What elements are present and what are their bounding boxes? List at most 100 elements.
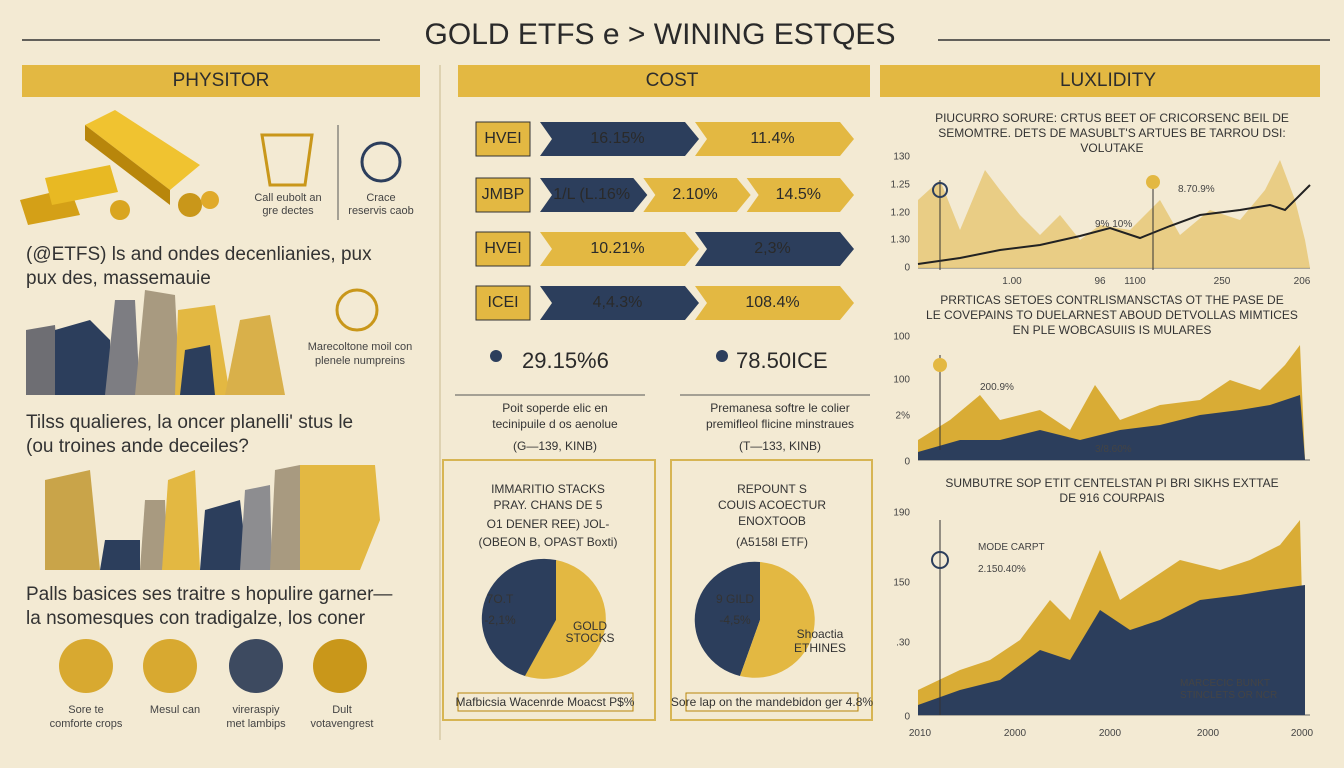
cost-segment <box>695 286 854 320</box>
icon <box>260 125 402 220</box>
paragraph: la nsomesques con tradigalze, los coner <box>26 608 366 629</box>
icon-label: Mesul can <box>150 704 200 716</box>
header-bar <box>22 65 420 97</box>
cost-segment <box>695 232 854 266</box>
x-label: 206 <box>1294 276 1311 287</box>
note: Call eubolt an <box>254 192 321 204</box>
row-label-box <box>475 285 531 321</box>
pie-label: 7O.T <box>487 592 514 606</box>
box-line: REPOUNT S <box>737 482 807 496</box>
paragraph: pux des, massemauie <box>26 268 211 289</box>
x-label: 2000 <box>1004 728 1027 739</box>
chart-title: LE COVEPAINS TO DUELARNEST ABOUD DETVOLL… <box>926 308 1298 322</box>
cost-segment <box>540 232 699 266</box>
row-label-box <box>475 177 531 213</box>
title: GOLD ETFS e > WINING ESTQES <box>425 18 896 51</box>
chart-title: EN PLE WOBCASUIIS IS MULARES <box>1013 323 1212 337</box>
cost-value: 16.15% <box>590 130 644 147</box>
header: PHYSITOR <box>173 70 270 91</box>
chart-title: VOLUTAKE <box>1080 141 1143 155</box>
right-texts: PIUCURRO SORURE: CRTUS BEET OF CRICORSEN… <box>891 111 1314 739</box>
footer-box <box>457 692 634 712</box>
chart-area <box>917 160 1311 716</box>
icon-label: comforte crops <box>50 718 123 730</box>
y-label: 1.25 <box>891 180 911 191</box>
skyline <box>45 465 380 570</box>
row-label: ICEI <box>487 294 518 311</box>
box-line: COUIS ACOECTUR <box>718 498 826 512</box>
y-label: 150 <box>893 578 910 589</box>
cost-value: 4,4.3% <box>593 294 643 311</box>
cost-value: 14.5% <box>776 186 821 203</box>
box-line: IMMARITIO STACKS <box>491 482 605 496</box>
chart-title: PIUCURRO SORURE: CRTUS BEET OF CRICORSEN… <box>935 111 1289 125</box>
y-label: 1.20 <box>891 208 911 219</box>
icon-label: votavengrest <box>311 718 374 730</box>
y-label: .30 <box>896 638 910 649</box>
cost-value: 10.21% <box>590 240 644 257</box>
row-label: HVEI <box>484 130 521 147</box>
row-label: JMBP <box>482 186 525 203</box>
cost-value: 2.10% <box>672 186 717 203</box>
row-label-box <box>475 121 531 157</box>
box-footer: Mafbicsia Wacenrde Moacst P$% <box>456 695 635 709</box>
note: reservis caob <box>348 205 413 217</box>
x-label: 2010 <box>909 728 932 739</box>
x-label: 2000 <box>1291 728 1314 739</box>
x-label: 96 <box>1094 276 1106 287</box>
header: LUXLIDITY <box>1060 70 1156 91</box>
box-highlight: (A5158I ETF) <box>736 535 808 549</box>
row-label: HVEI <box>484 240 521 257</box>
header-bar <box>458 65 870 97</box>
x-label: 1.00 <box>1002 276 1022 287</box>
skyline <box>26 290 285 395</box>
stat-caption: tecinipuile d os aenolue <box>492 417 618 431</box>
note: gre dectes <box>262 205 314 217</box>
annotation: MODE CARPT <box>978 542 1045 553</box>
cost-value: 2,3% <box>754 240 790 257</box>
chart-title: PRRTICAS SETOES CONTRLISMANSCTAS OT THE … <box>940 293 1283 307</box>
pie-label: STOCKS <box>565 631 614 645</box>
pie <box>481 558 815 679</box>
note: Crace <box>366 192 395 204</box>
cost-segment <box>540 178 648 212</box>
y-label: 1.30 <box>891 235 911 246</box>
chart-title: SUMBUTRE SOP ETIT CENTELSTAN PI BRI SIKH… <box>945 476 1278 490</box>
annotation: 8.70.9% <box>1178 184 1215 195</box>
pie-label: 9 GILD <box>716 592 754 606</box>
cost-segment <box>540 286 699 320</box>
stat-code: (G—139, KINB) <box>513 439 597 453</box>
icon-row <box>59 639 367 693</box>
pie-label: ETHINES <box>794 641 846 655</box>
stat-caption: Premanesa softre le colier <box>710 401 849 415</box>
note: plenele numpreins <box>315 355 405 367</box>
box <box>442 459 656 721</box>
paragraph: (ou troines ande deceiles? <box>26 436 249 457</box>
annotation: 3/8.60% <box>1095 444 1132 455</box>
stat-code: (T—133, KINB) <box>739 439 821 453</box>
paragraph: Tilss qualieres, la oncer planelli' stus… <box>26 412 353 433</box>
cost-rows: HVEI 16.15% 11.4% JMBP 1/L (L.16% 2.10% 14.5% H… <box>475 121 854 321</box>
cost-value: 11.4% <box>750 130 794 147</box>
y-label: 130 <box>893 152 910 163</box>
annotation: STINCLETS OR NCR <box>1180 690 1277 701</box>
cost-segment <box>643 178 751 212</box>
icon-label: vireraspiy <box>232 704 280 716</box>
cost-value: 108.4% <box>745 294 799 311</box>
header-bar <box>880 65 1320 97</box>
icon <box>490 350 502 362</box>
y-label: 0 <box>904 712 910 723</box>
chart-title: SEMOMTRE. DETS DE MASUBLT'S ARTUES BE TA… <box>938 126 1285 140</box>
icon-label: met lambips <box>226 718 286 730</box>
x-label: 1100 <box>1124 276 1146 287</box>
gold-bars <box>20 110 219 225</box>
header: COST <box>646 70 699 91</box>
note: Marecoltone moil con <box>308 341 413 353</box>
x-label: 250 <box>1214 276 1231 287</box>
box-highlight: O1 DENER REE) JOL- <box>487 517 610 531</box>
box-line: ENOXTOOB <box>738 514 806 528</box>
icon-label: Dult <box>332 704 352 716</box>
cost-value: 1/L (L.16% <box>553 186 630 203</box>
y-label: 190 <box>893 508 910 519</box>
